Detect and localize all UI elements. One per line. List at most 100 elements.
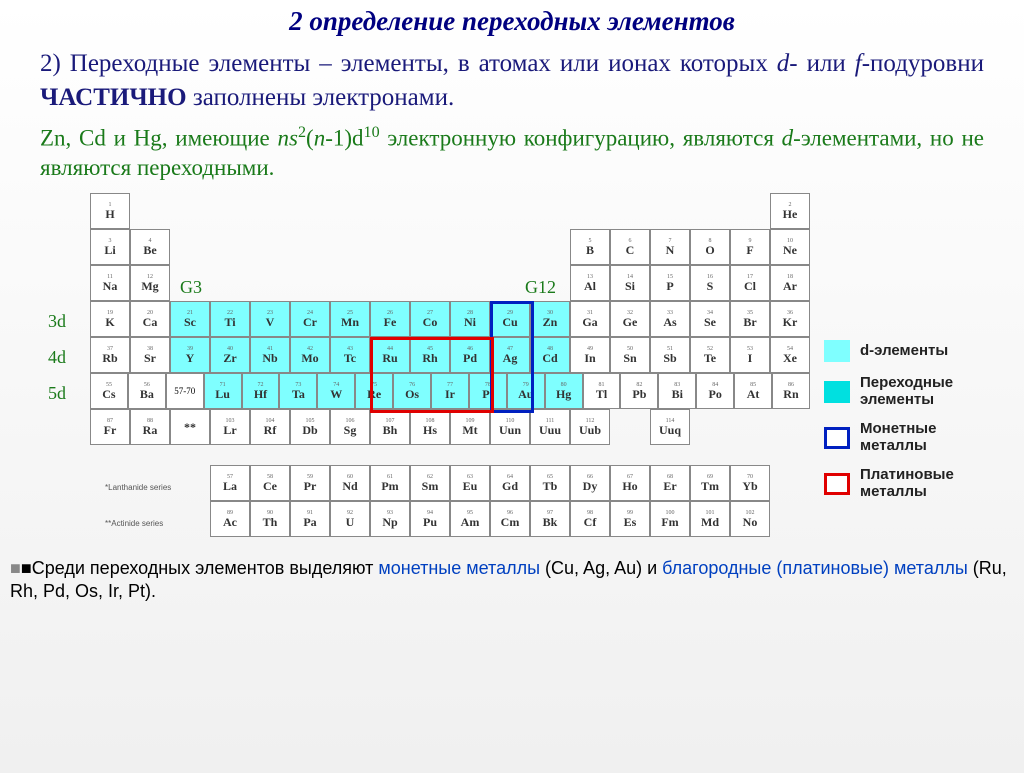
element-cell: 93Np xyxy=(370,501,410,537)
element-cell: 31Ga xyxy=(570,301,610,337)
element-cell: 30Zn xyxy=(530,301,570,337)
element-cell: 19K xyxy=(90,301,130,337)
legend-swatch-coin xyxy=(824,427,850,449)
para2-ns: ns xyxy=(278,125,298,150)
element-cell: 27Co xyxy=(410,301,450,337)
element-cell: 26Fe xyxy=(370,301,410,337)
element-cell: 60Nd xyxy=(330,465,370,501)
element-cell: 38Sr xyxy=(130,337,170,373)
element-cell: 95Am xyxy=(450,501,490,537)
row-label-5d: 5d xyxy=(48,383,66,404)
element-cell: 24Cr xyxy=(290,301,330,337)
element-cell: 100Fm xyxy=(650,501,690,537)
element-cell: 82Pb xyxy=(620,373,658,409)
element-cell: 62Sm xyxy=(410,465,450,501)
element-cell: 20Ca xyxy=(130,301,170,337)
footer-lead: ■Среди переходных элементов выделяют xyxy=(21,558,379,578)
footer-mid: (Cu, Ag, Au) и xyxy=(540,558,662,578)
element-cell: 59Pr xyxy=(290,465,330,501)
para2-mid2: -1)d xyxy=(325,125,363,150)
element-cell: 79Au xyxy=(507,373,545,409)
element-cell: 25Mn xyxy=(330,301,370,337)
element-cell: 70Yb xyxy=(730,465,770,501)
para1-d: d- xyxy=(777,50,798,77)
element-cell: 41Nb xyxy=(250,337,290,373)
element-cell: 13Al xyxy=(570,265,610,301)
element-cell: 68Er xyxy=(650,465,690,501)
element-cell: 56Ba xyxy=(128,373,166,409)
element-cell: 104Rf xyxy=(250,409,290,445)
row-label-4d: 4d xyxy=(48,347,66,368)
element-cell: 105Db xyxy=(290,409,330,445)
element-cell: 99Es xyxy=(610,501,650,537)
element-cell: 47Ag xyxy=(490,337,530,373)
legend-text-d: d-элементы xyxy=(860,343,948,360)
element-cell: 72Hf xyxy=(242,373,280,409)
element-cell: 22Ti xyxy=(210,301,250,337)
element-cell: 4Be xyxy=(130,229,170,265)
element-cell: 87Fr xyxy=(90,409,130,445)
element-cell: 44Ru xyxy=(370,337,410,373)
element-cell: 57La xyxy=(210,465,250,501)
element-cell: 37Rb xyxy=(90,337,130,373)
element-cell: 74W xyxy=(317,373,355,409)
para2-sup2: 10 xyxy=(364,124,380,141)
element-cell: 58Ce xyxy=(250,465,290,501)
element-cell: 42Mo xyxy=(290,337,330,373)
para2-n1: n xyxy=(314,125,326,150)
footer-plat: благородные (платиновые) металлы xyxy=(662,558,968,578)
element-cell: 112Uub xyxy=(570,409,610,445)
legend-swatch-trans xyxy=(824,381,850,403)
para1-prefix: 2) Переходные элементы – элементы, в ато… xyxy=(40,50,777,77)
element-cell: 46Pd xyxy=(450,337,490,373)
element-cell: ** xyxy=(170,409,210,445)
element-cell: 109Mt xyxy=(450,409,490,445)
element-cell: 88Ra xyxy=(130,409,170,445)
para1-sub: подуровни xyxy=(870,50,984,77)
element-cell: 69Tm xyxy=(690,465,730,501)
element-cell: 63Eu xyxy=(450,465,490,501)
legend-swatch-d xyxy=(824,340,850,362)
element-cell: 28Ni xyxy=(450,301,490,337)
element-cell: 35Br xyxy=(730,301,770,337)
element-cell: 16S xyxy=(690,265,730,301)
element-cell: 110Uun xyxy=(490,409,530,445)
element-cell: 75Re xyxy=(355,373,393,409)
element-cell: 96Cm xyxy=(490,501,530,537)
element-cell: 65Tb xyxy=(530,465,570,501)
element-cell: 66Dy xyxy=(570,465,610,501)
actinide-label: **Actinide series xyxy=(105,519,163,528)
para2-sup1: 2 xyxy=(298,124,306,141)
element-cell: 14Si xyxy=(610,265,650,301)
element-cell: 40Zr xyxy=(210,337,250,373)
element-cell: 103Lr xyxy=(210,409,250,445)
element-cell: 5B xyxy=(570,229,610,265)
element-cell: 83Bi xyxy=(658,373,696,409)
element-cell: 12Mg xyxy=(130,265,170,301)
para2-d: d xyxy=(782,125,794,150)
element-cell: 81Tl xyxy=(583,373,621,409)
note-paragraph: Zn, Cd и Hg, имеющие ns2(n-1)d10 электро… xyxy=(40,123,984,183)
element-cell: 1H xyxy=(90,193,130,229)
element-cell: 50Sn xyxy=(610,337,650,373)
element-cell: 11Na xyxy=(90,265,130,301)
element-cell: 61Pm xyxy=(370,465,410,501)
element-cell: 3Li xyxy=(90,229,130,265)
element-cell: 48Cd xyxy=(530,337,570,373)
element-cell: 86Rn xyxy=(772,373,810,409)
lanthanide-label: *Lanthanide series xyxy=(105,483,171,492)
element-cell: 78Pt xyxy=(469,373,507,409)
footer-text: ■■Среди переходных элементов выделяют мо… xyxy=(10,557,1014,604)
element-cell: 54Xe xyxy=(770,337,810,373)
element-cell: 71Lu xyxy=(204,373,242,409)
element-cell: 94Pu xyxy=(410,501,450,537)
element-cell: 53I xyxy=(730,337,770,373)
para2-mid1: ( xyxy=(306,125,314,150)
legend-swatch-plat xyxy=(824,473,850,495)
element-cell: 84Po xyxy=(696,373,734,409)
row-label-3d: 3d xyxy=(48,311,66,332)
element-cell: 15P xyxy=(650,265,690,301)
element-cell: 89Ac xyxy=(210,501,250,537)
element-cell: 106Sg xyxy=(330,409,370,445)
element-cell: 8O xyxy=(690,229,730,265)
